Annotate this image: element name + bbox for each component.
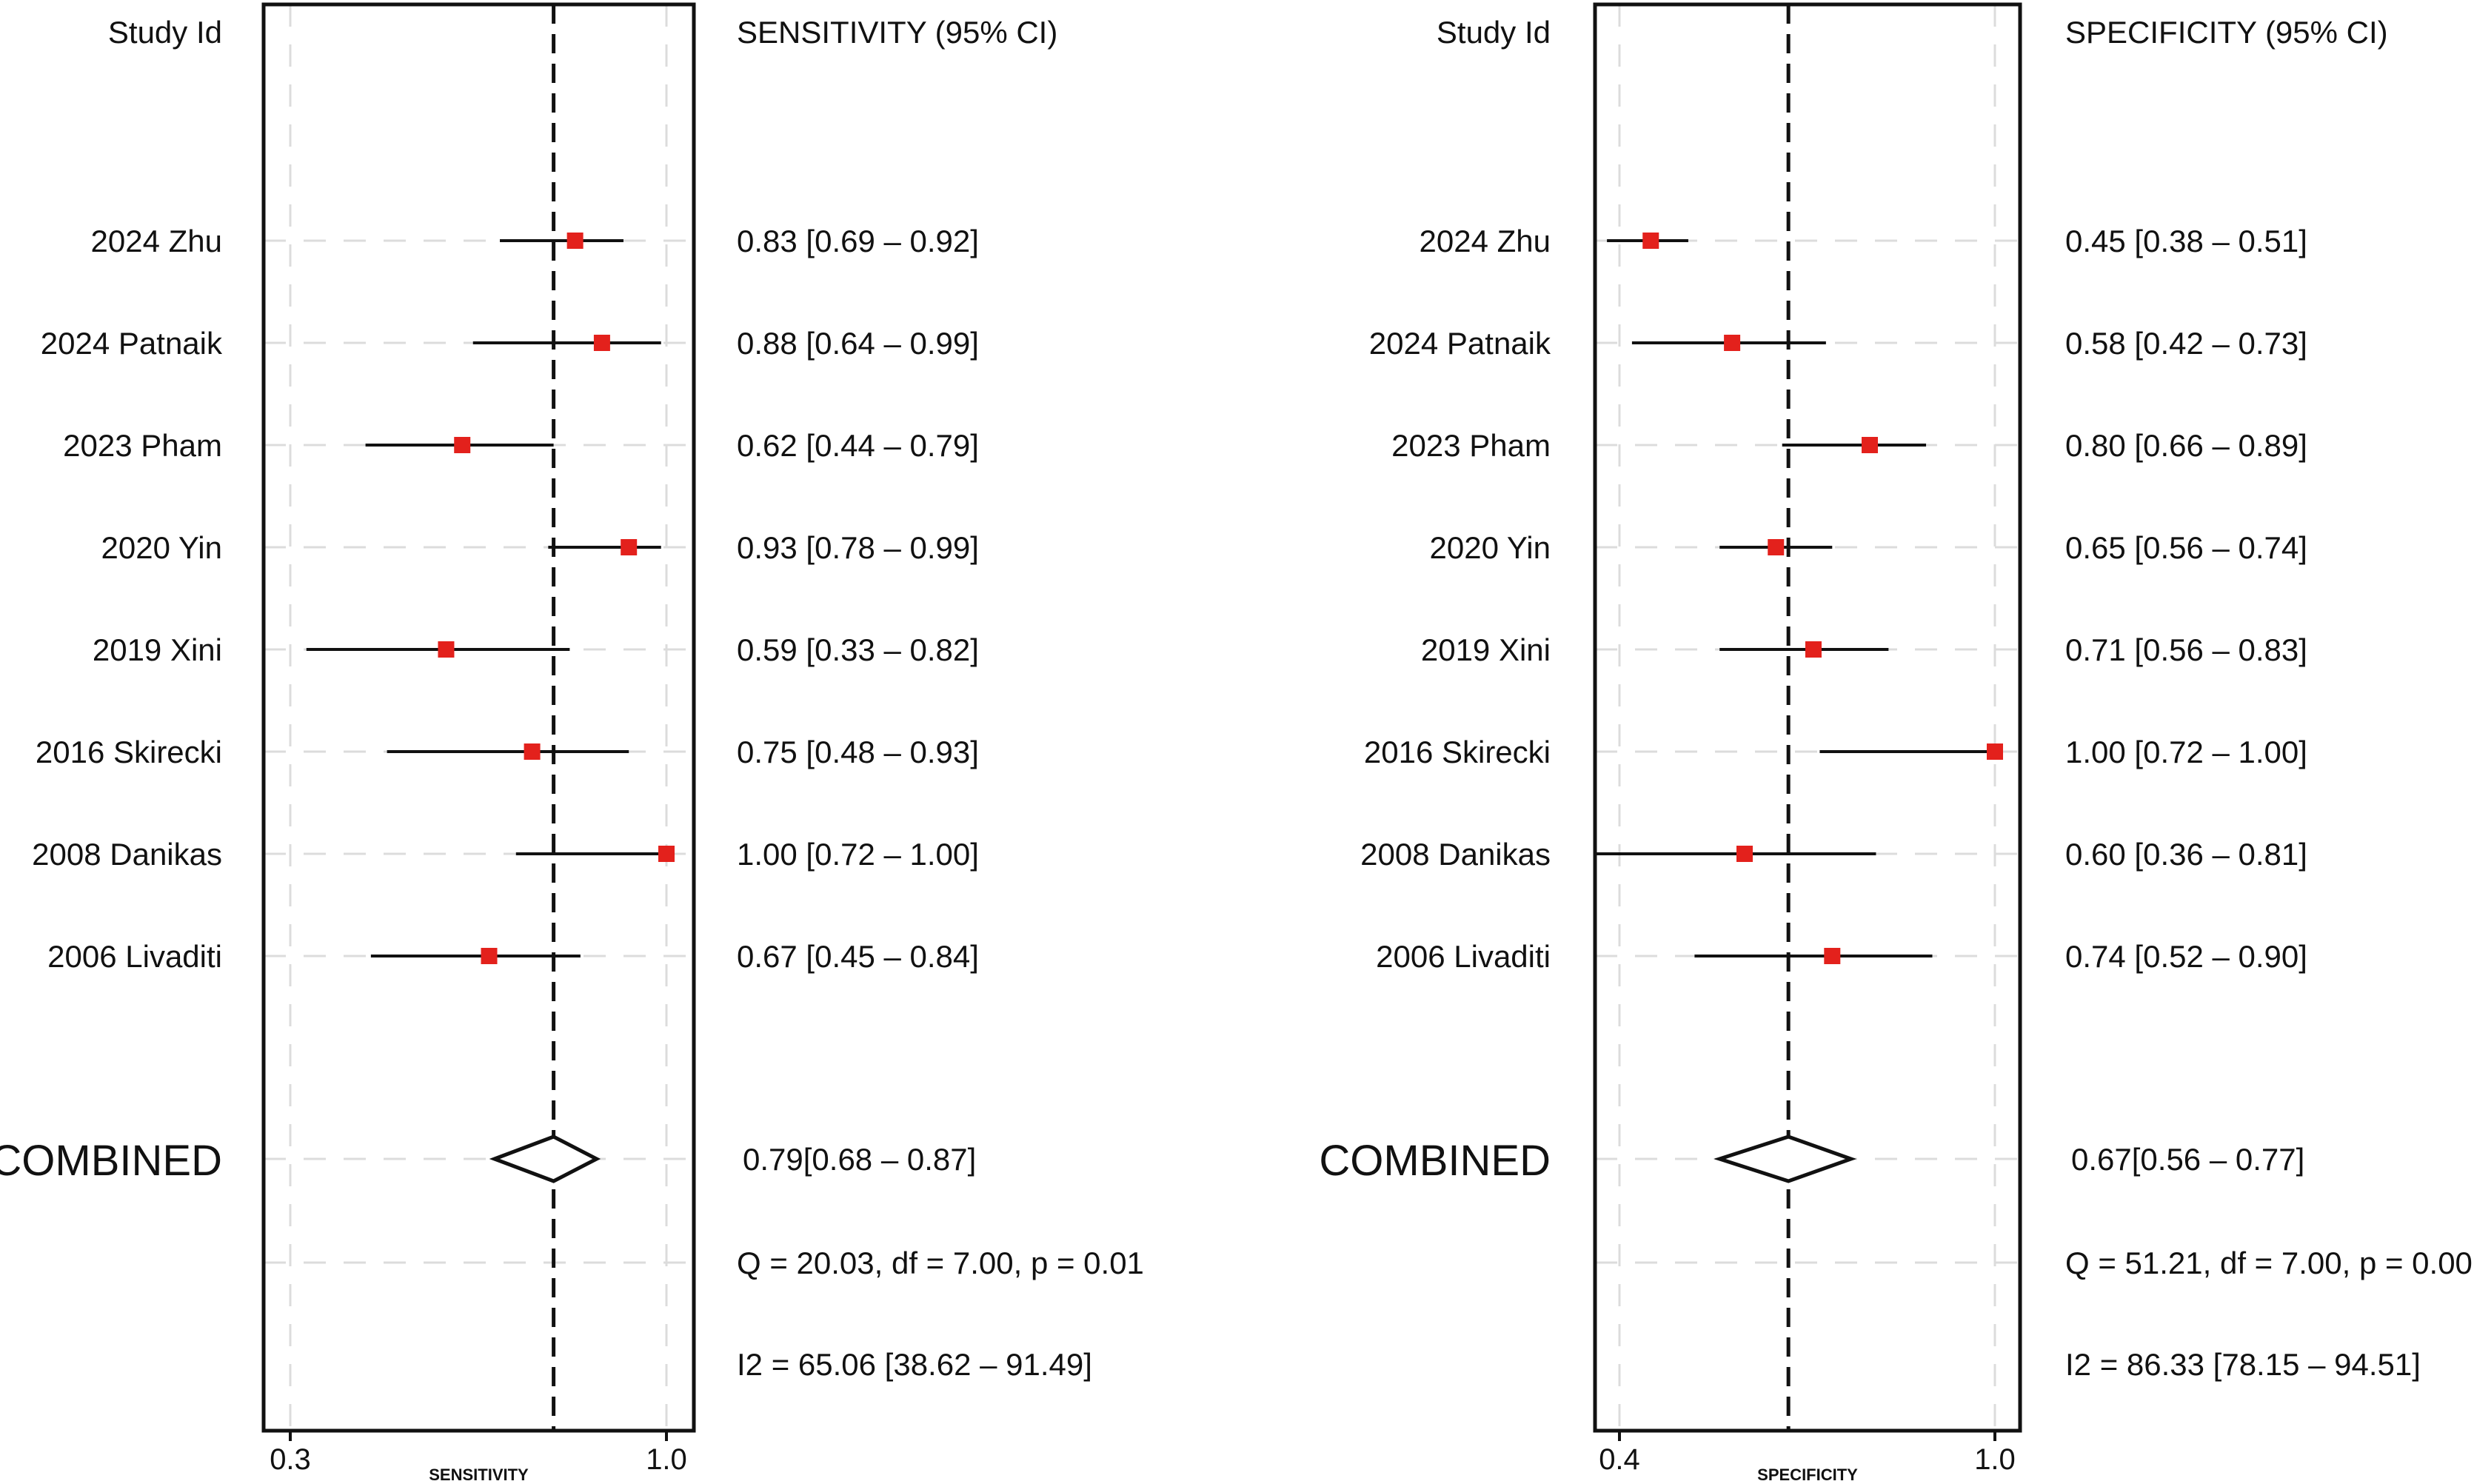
specificity-study-name: 2008 Danikas <box>1360 837 1551 872</box>
sensitivity-combined-diamond <box>489 1134 601 1183</box>
sensitivity-tick-label: 1.0 <box>646 1443 687 1476</box>
sensitivity-x-axis-label: SENSITIVITY <box>429 1465 529 1484</box>
specificity-point-estimate-3 <box>1768 539 1785 555</box>
specificity-study-name: 2006 Livaditi <box>1376 939 1551 974</box>
specificity-ci-header: SPECIFICITY (95% CI) <box>2065 15 2388 50</box>
sensitivity-combined-ci-text: 0.79[0.68 – 0.87] <box>743 1142 976 1177</box>
specificity-study-id-header: Study Id <box>1437 15 1551 50</box>
sensitivity-study-ci-text: 0.93 [0.78 – 0.99] <box>737 530 979 565</box>
specificity-study-ci-text: 0.58 [0.42 – 0.73] <box>2065 326 2307 361</box>
sensitivity-point-estimate-3 <box>621 539 638 555</box>
sensitivity-point-estimate-5 <box>524 743 541 760</box>
sensitivity-study-name: 2023 Pham <box>63 428 222 463</box>
specificity-study-name: 2016 Skirecki <box>1364 735 1551 769</box>
sensitivity-ci-header: SENSITIVITY (95% CI) <box>737 15 1057 50</box>
specificity-study-name: 2020 Yin <box>1430 530 1551 565</box>
specificity-tick-label: 0.4 <box>1599 1443 1640 1476</box>
sensitivity-point-estimate-1 <box>593 335 610 351</box>
specificity-study-ci-text: 1.00 [0.72 – 1.00] <box>2065 735 2307 769</box>
sensitivity-study-ci-text: 0.59 [0.33 – 0.82] <box>737 632 979 667</box>
specificity-x-axis-label: SPECIFICITY <box>1757 1465 1858 1484</box>
sensitivity-study-ci-text: 0.62 [0.44 – 0.79] <box>737 428 979 463</box>
specificity-study-ci-text: 0.71 [0.56 – 0.83] <box>2065 632 2307 667</box>
specificity-study-name: 2024 Patnaik <box>1369 326 1551 361</box>
specificity-point-estimate-5 <box>1987 743 2003 760</box>
sensitivity-point-estimate-4 <box>438 641 455 658</box>
specificity-study-name: 2024 Zhu <box>1420 224 1551 258</box>
specificity-plot-frame <box>1593 2 2022 1433</box>
specificity-point-estimate-6 <box>1736 846 1753 862</box>
sensitivity-study-name: 2008 Danikas <box>32 837 222 872</box>
sensitivity-study-name: 2006 Livaditi <box>47 939 222 974</box>
sensitivity-point-estimate-7 <box>481 948 498 964</box>
specificity-point-estimate-7 <box>1824 948 1841 964</box>
sensitivity-heterogeneity-q: Q = 20.03, df = 7.00, p = 0.01 <box>737 1246 1144 1280</box>
sensitivity-tick-label: 0.3 <box>270 1443 311 1476</box>
specificity-study-ci-text: 0.74 [0.52 – 0.90] <box>2065 939 2307 974</box>
specificity-combined-diamond <box>1714 1134 1857 1183</box>
sensitivity-study-ci-text: 1.00 [0.72 – 1.00] <box>737 837 979 872</box>
sensitivity-study-name: 2020 Yin <box>101 530 223 565</box>
specificity-point-estimate-2 <box>1862 437 1878 453</box>
specificity-study-ci-text: 0.45 [0.38 – 0.51] <box>2065 224 2307 258</box>
sensitivity-point-estimate-0 <box>566 233 584 249</box>
specificity-heterogeneity-q: Q = 51.21, df = 7.00, p = 0.00 <box>2065 1246 2473 1280</box>
specificity-point-estimate-1 <box>1724 335 1741 351</box>
specificity-study-name: 2023 Pham <box>1391 428 1551 463</box>
sensitivity-plot-frame <box>261 2 696 1433</box>
specificity-combined-ci-text: 0.67[0.56 – 0.77] <box>2071 1142 2304 1177</box>
sensitivity-combined-label: COMBINED <box>0 1137 222 1185</box>
sensitivity-study-ci-text: 0.83 [0.69 – 0.92] <box>737 224 979 258</box>
specificity-heterogeneity-i2: I2 = 86.33 [78.15 – 94.51] <box>2065 1347 2421 1382</box>
sensitivity-study-ci-text: 0.67 [0.45 – 0.84] <box>737 939 979 974</box>
specificity-study-ci-text: 0.80 [0.66 – 0.89] <box>2065 428 2307 463</box>
sensitivity-study-id-header: Study Id <box>108 15 222 50</box>
specificity-point-estimate-4 <box>1805 641 1822 658</box>
sensitivity-study-name: 2019 Xini <box>93 632 222 667</box>
sensitivity-study-name: 2016 Skirecki <box>36 735 222 769</box>
sensitivity-point-estimate-6 <box>658 846 675 862</box>
sensitivity-heterogeneity-i2: I2 = 65.06 [38.62 – 91.49] <box>737 1347 1092 1382</box>
specificity-study-ci-text: 0.65 [0.56 – 0.74] <box>2065 530 2307 565</box>
specificity-tick-label: 1.0 <box>1974 1443 2016 1476</box>
sensitivity-point-estimate-2 <box>454 437 471 453</box>
sensitivity-study-name: 2024 Patnaik <box>41 326 223 361</box>
specificity-combined-label: COMBINED <box>1319 1137 1551 1185</box>
specificity-study-name: 2019 Xini <box>1421 632 1551 667</box>
sensitivity-study-ci-text: 0.88 [0.64 – 0.99] <box>737 326 979 361</box>
specificity-study-ci-text: 0.60 [0.36 – 0.81] <box>2065 837 2307 872</box>
sensitivity-study-ci-text: 0.75 [0.48 – 0.93] <box>737 735 979 769</box>
sensitivity-study-name: 2024 Zhu <box>91 224 222 258</box>
specificity-point-estimate-0 <box>1642 233 1659 249</box>
